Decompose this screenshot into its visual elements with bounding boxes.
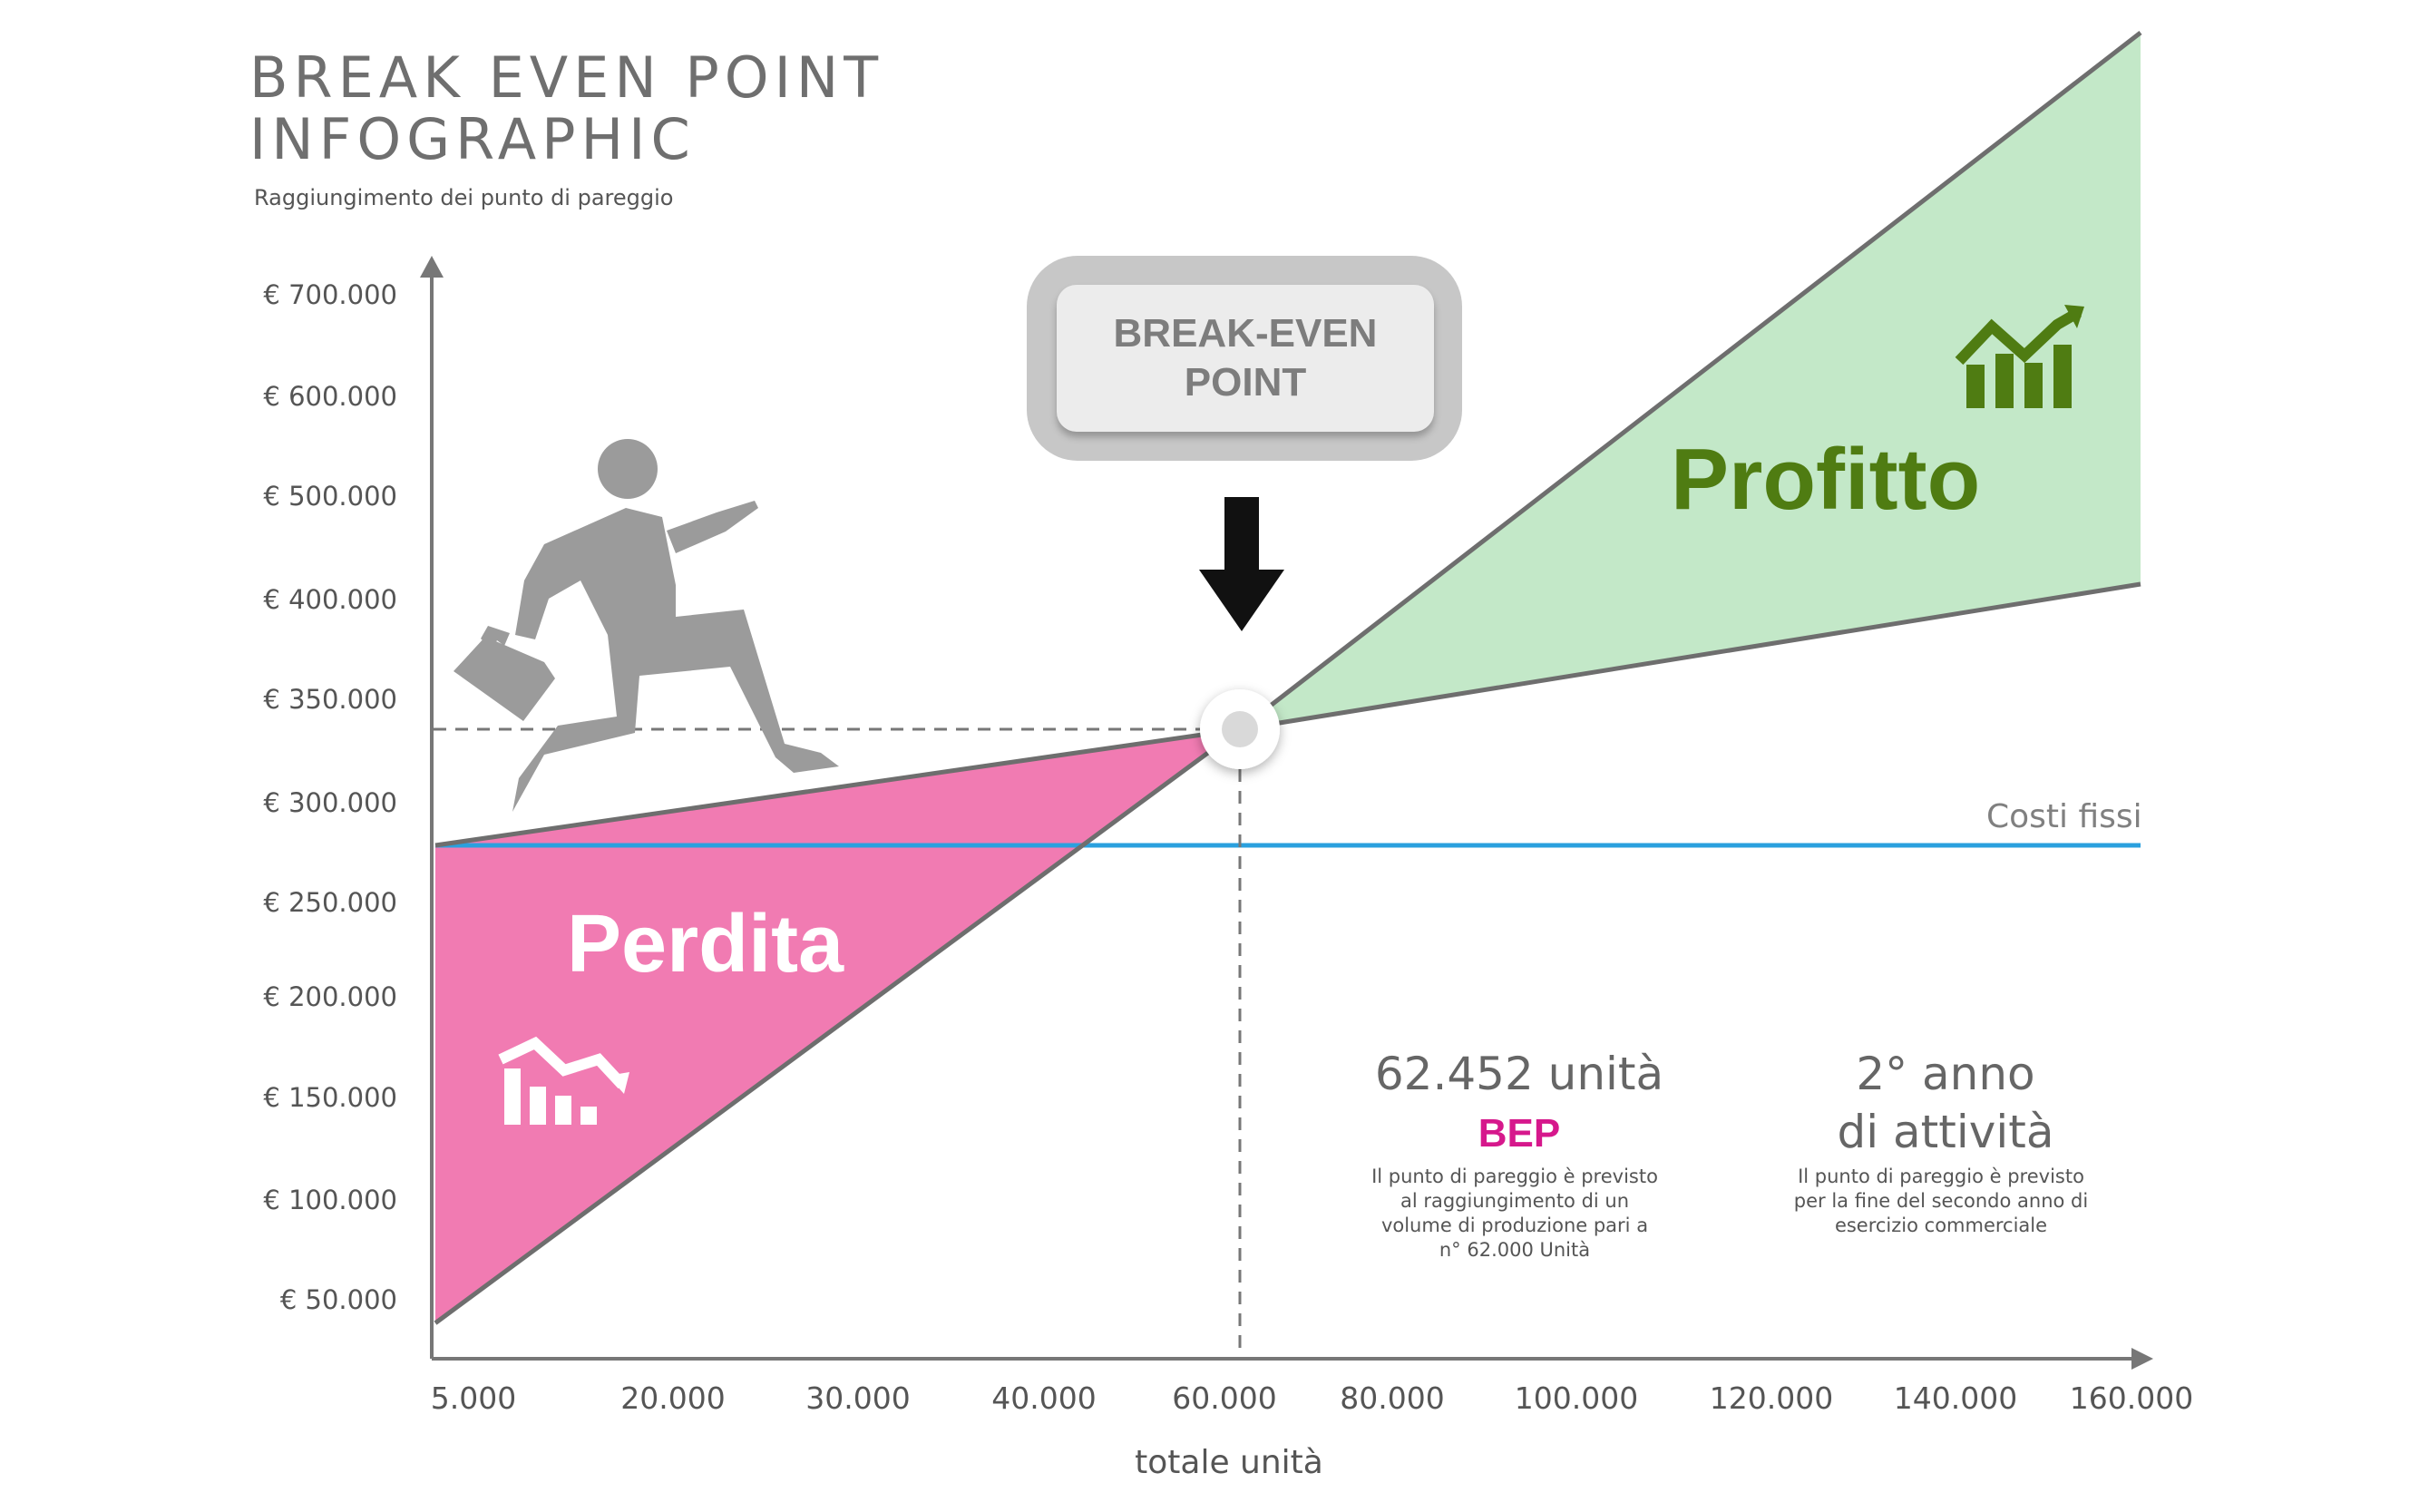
year-description: Il punto di pareggio è previsto per la f… (1793, 1166, 2089, 1236)
x-tick-label: 120.000 (1709, 1380, 1834, 1416)
x-tick-label: 5.000 (430, 1380, 517, 1416)
chart-down-icon (498, 1036, 629, 1125)
y-tick-label: € 300.000 (263, 787, 397, 818)
y-tick-label: € 500.000 (263, 481, 397, 512)
y-tick-label: € 100.000 (263, 1185, 397, 1215)
bep-callout-label: BREAK-EVEN POINT (1057, 285, 1434, 432)
title-line-2: INFOGRAPHIC (249, 106, 696, 172)
x-tick-label: 80.000 (1340, 1380, 1445, 1416)
x-axis-title: totale unità (1135, 1444, 1323, 1481)
x-axis-arrow (2131, 1348, 2153, 1370)
fixed-cost-label: Costi fissi (1986, 798, 2142, 835)
bep-tag: BEP (1478, 1111, 1561, 1156)
y-tick-label: € 350.000 (263, 684, 397, 715)
y-tick-label: € 150.000 (263, 1082, 397, 1113)
arrow-down-icon (1199, 497, 1284, 631)
x-tick-label: 40.000 (991, 1380, 1097, 1416)
y-tick-label: € 50.000 (279, 1284, 397, 1315)
bep-units-value: 62.452 unità (1374, 1048, 1664, 1100)
x-tick-label: 30.000 (805, 1380, 911, 1416)
y-tick-label: € 400.000 (263, 584, 397, 615)
y-axis-arrow (420, 256, 444, 278)
y-tick-label: € 200.000 (263, 981, 397, 1012)
title-line-1: BREAK EVEN POINT (249, 44, 884, 111)
profit-label: Profitto (1671, 431, 1981, 528)
chart-up-icon (1955, 305, 2084, 408)
bep-description: Il punto di pareggio è previsto al raggi… (1371, 1166, 1658, 1261)
businessman-running-icon (454, 439, 839, 812)
y-tick-label: € 700.000 (263, 279, 397, 310)
break-even-marker (1200, 689, 1280, 769)
x-tick-label: 100.000 (1514, 1380, 1639, 1416)
y-tick-label: € 250.000 (263, 887, 397, 918)
page-title: BREAK EVEN POINT INFOGRAPHIC (249, 47, 883, 171)
x-tick-label: 20.000 (620, 1380, 726, 1416)
year-title: 2° anno di attività (1837, 1048, 2054, 1158)
x-tick-label: 140.000 (1893, 1380, 2018, 1416)
x-tick-label: 60.000 (1172, 1380, 1277, 1416)
x-tick-label: 160.000 (2069, 1380, 2194, 1416)
page-subtitle: Raggiungimento dei punto di pareggio (254, 185, 674, 210)
loss-label: Perdita (567, 899, 844, 990)
y-tick-label: € 600.000 (263, 381, 397, 412)
